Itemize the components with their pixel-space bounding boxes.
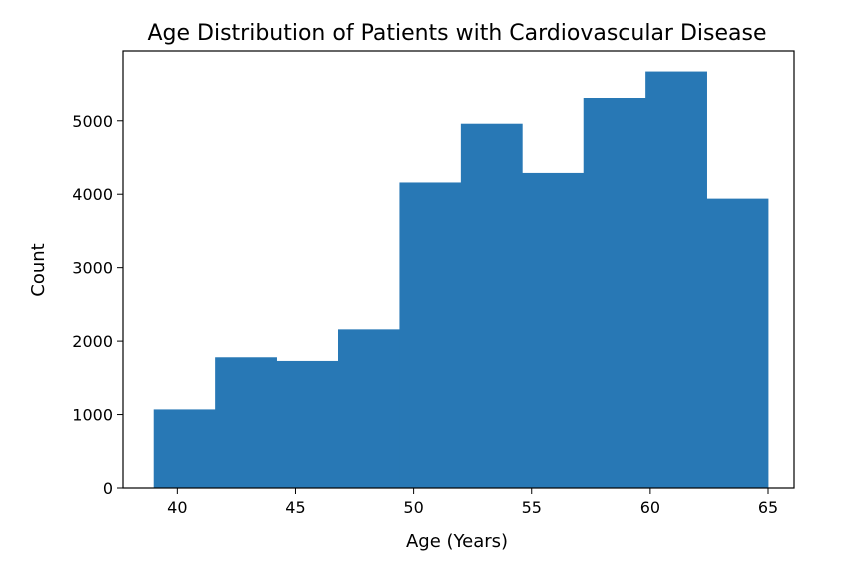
y-tick-label: 0 [103, 479, 113, 498]
x-tick-label: 40 [167, 498, 187, 517]
histogram-bar-6 [460, 123, 523, 488]
plot-frame [122, 50, 795, 489]
bars-group [153, 71, 769, 489]
histogram-bar-2 [215, 357, 277, 488]
y-axis-label: Count [28, 243, 49, 296]
y-ticks-group: 0 1000 2000 3000 4000 5000 [72, 112, 123, 498]
y-tick-label: 1000 [72, 406, 113, 425]
y-tick-label: 2000 [72, 332, 113, 351]
histogram-bar-3 [276, 360, 339, 488]
y-tick-label: 4000 [72, 185, 113, 204]
x-axis-label: Age (Years) [406, 531, 508, 552]
x-ticks-group: 40 45 50 55 60 65 [167, 488, 778, 517]
histogram-bar-4 [338, 329, 400, 488]
x-tick-label: 55 [522, 498, 542, 517]
chart-title: Age Distribution of Patients with Cardio… [147, 21, 766, 46]
histogram-bar-7 [522, 172, 585, 489]
histogram-bar-5 [399, 182, 462, 488]
x-tick-label: 45 [285, 498, 305, 517]
x-tick-label: 60 [640, 498, 660, 517]
y-tick-label: 3000 [72, 259, 113, 278]
histogram-bar-10 [706, 198, 769, 488]
x-tick-label: 65 [758, 498, 778, 517]
x-tick-label: 50 [403, 498, 423, 517]
histogram-bar-9 [645, 71, 707, 489]
y-tick-label: 5000 [72, 112, 113, 131]
histogram-bar-1 [153, 409, 216, 488]
histogram-bar-8 [583, 98, 646, 489]
